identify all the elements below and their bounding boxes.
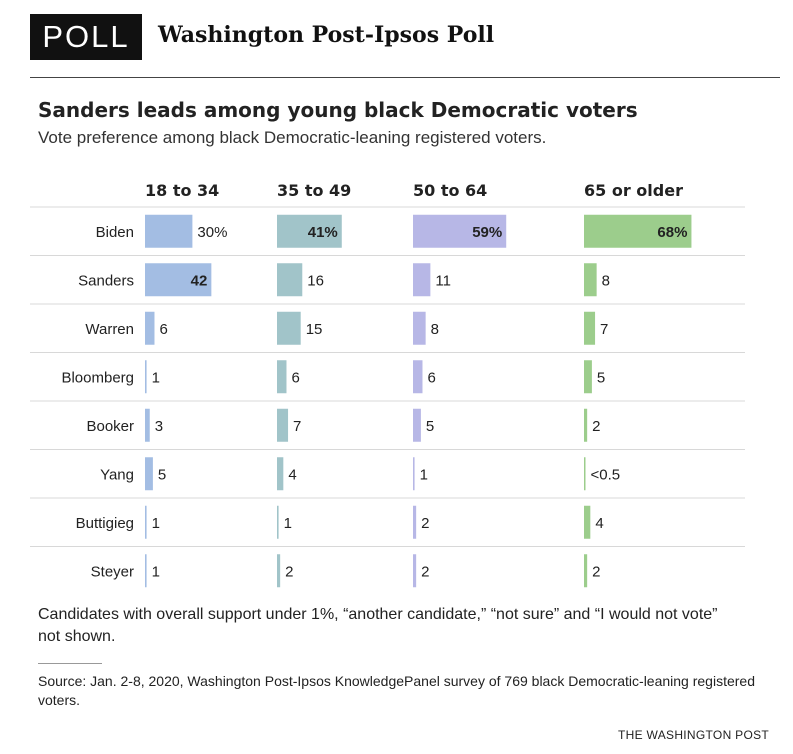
value-label-1-3: 6 <box>291 369 299 386</box>
source-text: Source: Jan. 2-8, 2020, Washington Post-… <box>38 673 755 708</box>
bar-3-0 <box>584 214 692 248</box>
bar-0-7 <box>145 554 147 588</box>
bar-3-5 <box>584 457 586 491</box>
poll-badge: POLL <box>30 14 142 60</box>
note-divider <box>38 663 102 664</box>
value-label-1-2: 15 <box>306 321 323 338</box>
category-label-7: Steyer <box>91 563 134 580</box>
bar-3-2 <box>584 311 596 345</box>
bar-2-6 <box>413 505 417 539</box>
value-label-0-4: 3 <box>155 418 163 435</box>
value-label-3-1: 8 <box>602 272 610 289</box>
bar-2-7 <box>413 554 417 588</box>
value-label-0-3: 1 <box>152 369 160 386</box>
value-label-3-3: 5 <box>597 369 605 386</box>
bar-1-6 <box>277 505 279 539</box>
value-label-0-5: 5 <box>158 466 166 483</box>
value-label-0-7: 1 <box>152 563 160 580</box>
value-label-0-0: 30% <box>197 224 227 241</box>
column-header-3: 65 or older <box>584 181 683 200</box>
column-header-1: 35 to 49 <box>277 181 351 200</box>
bar-3-1 <box>584 263 597 297</box>
bar-1-5 <box>277 457 284 491</box>
category-label-0: Biden <box>96 224 134 241</box>
bar-0-4 <box>145 408 150 442</box>
chart: 18 to 34 35 to 49 50 to 64 65 or older Biden… <box>30 181 745 588</box>
chart-note: Candidates with overall support under 1%… <box>38 606 718 645</box>
value-label-1-5: 4 <box>288 466 296 483</box>
value-label-3-4: 2 <box>592 418 600 435</box>
category-label-2: Warren <box>85 321 134 338</box>
bar-3-7 <box>584 554 588 588</box>
value-label-2-1: 11 <box>435 272 451 289</box>
bar-1-2 <box>277 311 301 345</box>
column-header-0: 18 to 34 <box>145 181 219 200</box>
bar-0-3 <box>145 360 147 394</box>
column-header-2: 50 to 64 <box>413 181 487 200</box>
value-label-2-7: 2 <box>421 563 429 580</box>
value-label-1-6: 1 <box>284 515 292 532</box>
value-label-3-0: 68% <box>657 224 687 241</box>
bar-2-1 <box>413 263 431 297</box>
bar-3-4 <box>584 408 588 442</box>
category-label-3: Bloomberg <box>61 369 134 386</box>
category-label-6: Buttigieg <box>76 515 134 532</box>
poll-name: Washington Post-Ipsos Poll <box>158 22 495 48</box>
bar-1-0 <box>277 214 342 248</box>
value-label-3-5: <0.5 <box>591 466 621 483</box>
bar-2-2 <box>413 311 426 345</box>
bar-0-2 <box>145 311 155 345</box>
bar-1-4 <box>277 408 289 442</box>
value-label-2-6: 2 <box>421 515 429 532</box>
category-label-5: Yang <box>100 466 134 483</box>
value-label-2-3: 6 <box>427 369 435 386</box>
category-label-1: Sanders <box>78 272 134 289</box>
bar-2-3 <box>413 360 423 394</box>
value-label-1-7: 2 <box>285 563 293 580</box>
chart-title: Sanders leads among young black Democrat… <box>38 98 638 122</box>
value-label-2-4: 5 <box>426 418 434 435</box>
header-divider <box>30 77 780 78</box>
bar-3-3 <box>584 360 592 394</box>
bar-0-6 <box>145 505 147 539</box>
chart-subtitle: Vote preference among black Democratic-l… <box>38 128 547 147</box>
value-label-2-5: 1 <box>420 466 428 483</box>
publisher-credit: THE WASHINGTON POST <box>618 728 770 742</box>
bar-3-6 <box>584 505 591 539</box>
bar-2-5 <box>413 457 415 491</box>
bar-0-5 <box>145 457 153 491</box>
bar-2-0 <box>413 214 507 248</box>
value-label-1-0: 41% <box>308 224 338 241</box>
bar-1-3 <box>277 360 287 394</box>
bar-0-1 <box>145 263 212 297</box>
value-label-0-1: 42 <box>191 272 208 289</box>
value-label-2-0: 59% <box>472 224 502 241</box>
bar-1-1 <box>277 263 303 297</box>
value-label-3-7: 2 <box>592 563 600 580</box>
value-label-2-2: 8 <box>431 321 439 338</box>
value-label-1-1: 16 <box>307 272 324 289</box>
bar-1-7 <box>277 554 281 588</box>
value-label-0-2: 6 <box>159 321 167 338</box>
bar-2-4 <box>413 408 421 442</box>
value-label-3-2: 7 <box>600 321 608 338</box>
value-label-1-4: 7 <box>293 418 301 435</box>
bar-0-0 <box>145 214 193 248</box>
value-label-3-6: 4 <box>595 515 603 532</box>
value-label-0-6: 1 <box>152 515 160 532</box>
category-label-4: Booker <box>86 418 134 435</box>
